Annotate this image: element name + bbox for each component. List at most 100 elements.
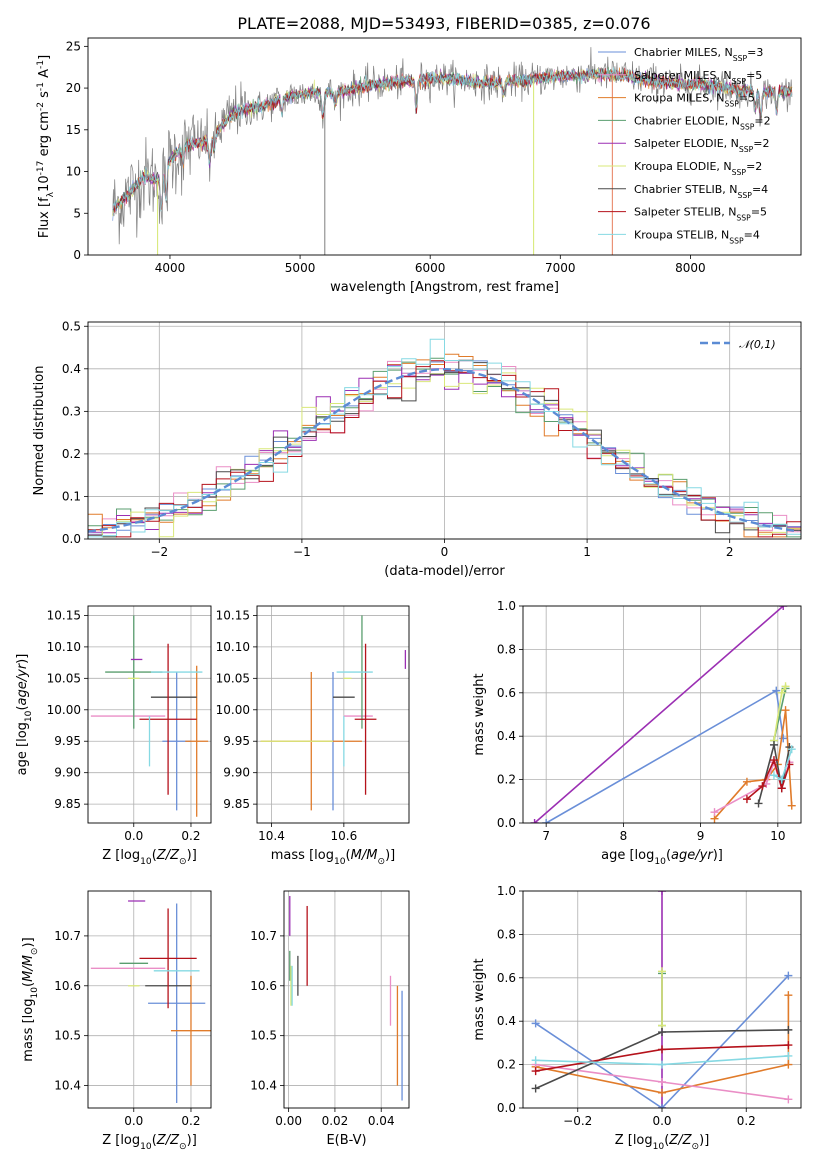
weight-point-marker (754, 799, 763, 808)
text-run: )] (15, 654, 30, 664)
weight-point-marker (530, 819, 539, 823)
text-run: Z [log (615, 1133, 653, 1148)
y-tick-label: 10.7 (250, 929, 277, 943)
text-run: λ (46, 191, 56, 197)
weight-point-marker (777, 775, 786, 784)
weight-point-marker (658, 1104, 666, 1108)
text-run: 10 (654, 857, 666, 867)
y-tick-label: 9.85 (54, 797, 81, 811)
text-run: ⊙ (692, 1142, 700, 1152)
y-tick-label: 0.2 (62, 447, 81, 461)
weight-point-marker (779, 734, 788, 743)
x-tick-label: 10.6 (330, 829, 357, 843)
text-run: ( (152, 848, 157, 863)
weight-point-marker (781, 706, 790, 715)
x-tick-label: 0.2 (181, 1114, 200, 1128)
text-run: Normed distribution (32, 366, 47, 496)
y-tick-label: 0.6 (497, 971, 516, 985)
y-tick-label: 10.4 (54, 1079, 81, 1093)
plot-area (289, 895, 403, 1101)
y-tick-label: 0.4 (62, 362, 81, 376)
text-run: M/M (21, 955, 36, 982)
plot-area (112, 47, 793, 255)
text-run: 𝒩(0,1) (739, 338, 776, 351)
text-run: A (37, 69, 52, 82)
weight-point-marker (769, 756, 778, 765)
legend-entry: Kroupa STELIB, NSSP=4 (634, 228, 760, 245)
text-run: E(B-V) (326, 1133, 366, 1148)
axes-frame (87, 321, 802, 540)
y-tick-label: 10.7 (54, 929, 81, 943)
x-tick-label: 8 (620, 829, 628, 843)
legend-entry: Kroupa ELODIE, NSSP=2 (634, 160, 762, 177)
y-tick-label: 0.2 (497, 1058, 516, 1072)
x-tick-label: 2 (726, 545, 734, 559)
x-tick-label: 8000 (675, 261, 706, 275)
text-run: ⊙ (179, 857, 187, 867)
text-run: 10 (334, 857, 346, 867)
text-run: Kroupa ELODIE, N (634, 160, 732, 173)
legend-entry: 𝒩(0,1) (739, 338, 776, 351)
y-axis-label: Normed distribution (32, 366, 47, 496)
y-tick-label: 9.95 (223, 734, 250, 748)
text-run: =5 (751, 206, 767, 219)
y-tick-label: 9.90 (223, 766, 250, 780)
text-run: age [log (601, 848, 654, 863)
text-run: )] (385, 848, 395, 863)
x-tick-label: 0.0 (124, 1114, 143, 1128)
text-run: =2 (753, 137, 769, 150)
weight-point-marker (658, 967, 666, 976)
text-run: Flux [f (37, 197, 52, 238)
text-run: SSP (732, 168, 747, 177)
legend-entry: Kroupa MILES, NSSP=5 (634, 92, 755, 109)
text-run: SSP (729, 236, 744, 245)
y-tick-label: 9.95 (54, 734, 81, 748)
text-run: (data-model)/error (384, 564, 505, 579)
y-tick-label: 10.15 (47, 608, 81, 622)
text-run: -2 (36, 102, 46, 111)
x-axis-label: E(B-V) (326, 1133, 366, 1148)
y-axis-label: Flux [fλ10-17 erg cm-2 s-1 A-1] (36, 55, 56, 238)
text-run: Kroupa STELIB, N (634, 228, 729, 241)
text-run: =3 (747, 46, 763, 59)
text-run: =2 (754, 114, 770, 127)
text-run: Z [log (102, 848, 140, 863)
y-axis-label: mass weight (472, 958, 487, 1040)
y-axis-label: mass [log10(M/M⊙)] (21, 937, 40, 1061)
axes-frame (283, 890, 410, 1109)
x-tick-label: 0.2 (181, 829, 200, 843)
weight-point-marker (758, 782, 767, 791)
gaussian-curve (88, 368, 799, 533)
text-run: )] (187, 848, 197, 863)
model-spectrum (112, 67, 793, 212)
text-run: =2 (746, 160, 762, 173)
y-tick-label: 0.1 (62, 489, 81, 503)
text-run: -1 (36, 82, 46, 91)
weight-point-marker (531, 1056, 540, 1065)
plot-area (530, 606, 796, 823)
y-tick-label: 0.0 (62, 532, 81, 546)
z-weight-axes: −0.2 0.0 0.2 0.0 0.2 0.4 0.6 0.8 1.0 Z [log10(Z/Z… (472, 884, 802, 1152)
plot-area (90, 900, 211, 1104)
text-run: )] (713, 848, 723, 863)
weight-point-marker (784, 1095, 793, 1104)
x-tick-label: 6000 (415, 261, 446, 275)
y-tick-label: 20 (66, 81, 81, 95)
text-run: 10 (30, 987, 40, 999)
text-run: 10 (140, 1142, 152, 1152)
plot-area (88, 338, 801, 538)
weight-point-marker (787, 801, 796, 810)
y-axis-label: age [log10(age/yr)] (15, 654, 34, 776)
y-tick-label: 10.4 (250, 1079, 277, 1093)
x-tick-label: 10 (770, 829, 785, 843)
text-run: erg cm (37, 111, 52, 160)
y-tick-label: 0.0 (497, 1101, 516, 1115)
x-tick-label: 1 (583, 545, 591, 559)
text-run: 10 (37, 175, 52, 192)
x-axis-label: Z [log10(Z/Z⊙)] (102, 848, 197, 867)
text-run: )] (187, 1133, 197, 1148)
y-tick-label: 1.0 (497, 884, 516, 898)
text-run: Kroupa MILES, N (634, 92, 724, 105)
weight-point-marker (658, 1045, 666, 1054)
